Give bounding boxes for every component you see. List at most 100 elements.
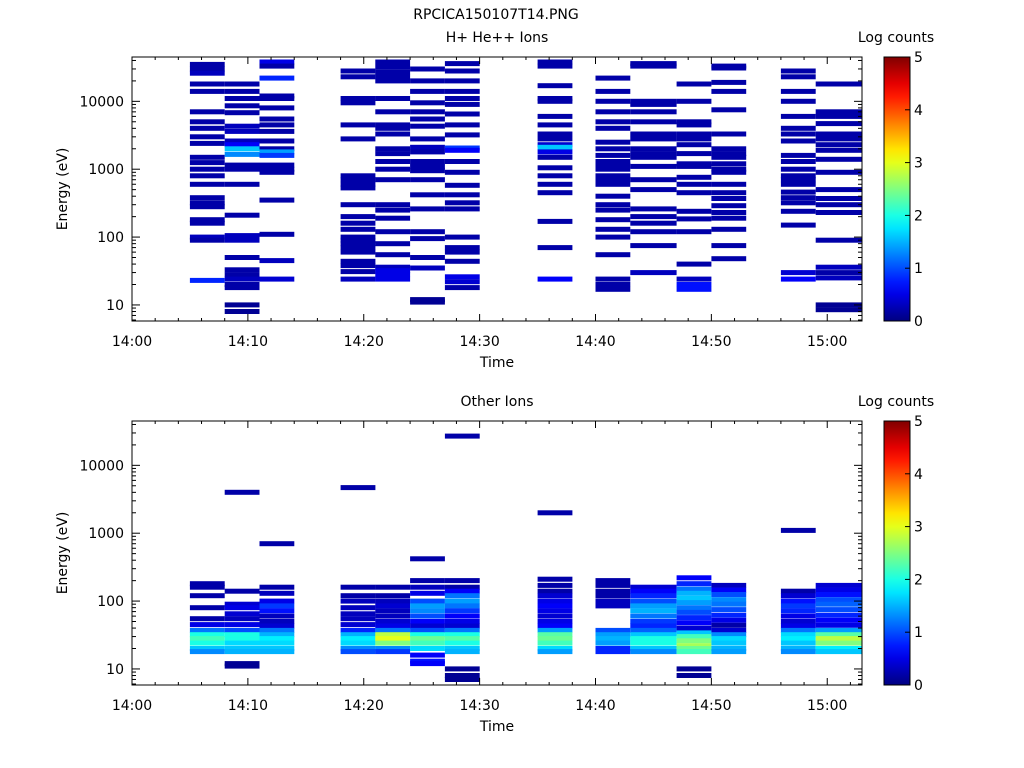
heatmap-cell: [780, 649, 816, 655]
heatmap-cell: [780, 138, 816, 144]
heatmap-cell: [780, 623, 816, 629]
heatmap-cell: [375, 649, 411, 655]
heatmap-cell: [676, 208, 712, 214]
heatmap-cell: [676, 595, 712, 601]
heatmap-cell: [780, 181, 816, 187]
heatmap-cell: [595, 119, 631, 125]
heatmap-cell: [676, 81, 712, 87]
heatmap-cell: [340, 263, 376, 269]
heatmap-cell: [537, 190, 573, 196]
heatmap-cell: [189, 109, 225, 115]
heatmap-cell: [676, 286, 712, 292]
heatmap-cell: [375, 640, 411, 646]
heatmap-cell: [711, 587, 747, 593]
heatmap-cell: [375, 78, 411, 84]
heatmap-cell: [224, 649, 260, 655]
heatmap-cell: [340, 220, 376, 226]
heatmap-cell: [780, 98, 816, 104]
heatmap-cell: [259, 603, 295, 609]
heatmap-cell: [444, 598, 480, 604]
heatmap-cell: [224, 282, 260, 287]
heatmap-cell: [189, 195, 225, 201]
heatmap-cell: [630, 109, 677, 115]
heatmap-cell: [444, 608, 480, 614]
heatmap-cell: [630, 632, 677, 638]
heatmap-cell: [410, 78, 445, 84]
heatmap-cell: [676, 119, 712, 125]
heatmap-cell: [410, 627, 445, 633]
heatmap-cell: [375, 646, 411, 651]
heatmap-cell: [375, 272, 411, 278]
heatmap-cell: [780, 276, 816, 282]
heatmap-cell: [630, 154, 677, 160]
heatmap-cell: [711, 627, 747, 633]
heatmap-cell: [815, 81, 862, 87]
heatmap-cell: [815, 607, 862, 613]
heatmap-cell: [537, 632, 573, 638]
heatmap-cell: [340, 74, 376, 80]
heatmap-cell: [375, 69, 411, 75]
heatmap-cell: [340, 611, 376, 617]
x-axis-title: Time: [479, 719, 514, 735]
heatmap-cell: [711, 636, 747, 642]
heatmap-cell: [224, 233, 260, 239]
heatmap-cell: [189, 605, 225, 611]
heatmap-cell: [595, 173, 631, 179]
heatmap-cell: [595, 202, 631, 208]
heatmap-cell: [537, 276, 573, 282]
heatmap-cell: [444, 159, 480, 164]
x-tick-label: 14:30: [459, 334, 499, 350]
heatmap-cell: [595, 152, 631, 158]
heatmap-cell: [224, 146, 260, 152]
heatmap-cell: [630, 613, 677, 619]
heatmap-cell: [444, 96, 480, 101]
heatmap-cell: [537, 136, 573, 142]
heatmap-cell: [780, 640, 816, 646]
y-tick-label: 1000: [88, 526, 124, 542]
y-tick-label: 10: [106, 662, 124, 678]
colorbar: [883, 420, 911, 686]
heatmap-cell: [259, 166, 295, 172]
heatmap-cell: [259, 646, 295, 651]
heatmap-cell: [595, 139, 631, 145]
heatmap-cell: [375, 264, 411, 270]
heatmap-cell: [224, 128, 260, 134]
heatmap-cell: [259, 122, 295, 128]
heatmap-cell: [189, 154, 225, 160]
heatmap-cell: [410, 640, 445, 646]
heatmap-cell: [537, 646, 573, 651]
heatmap-cell: [711, 146, 747, 152]
heatmap-cell: [444, 279, 480, 285]
heatmap-cell: [676, 590, 712, 596]
heatmap-cell: [815, 136, 862, 142]
heatmap-cell: [595, 207, 631, 213]
heatmap-cell: [815, 640, 862, 646]
heatmap-cell: [537, 144, 573, 150]
heatmap-cell: [676, 216, 712, 222]
heatmap-cell: [595, 75, 631, 81]
heatmap-cell: [259, 231, 295, 237]
heatmap-cell: [259, 627, 295, 633]
heatmap-cell: [410, 123, 445, 129]
heatmap-cell: [340, 598, 376, 604]
heatmap-cell: [676, 174, 712, 180]
heatmap-cell: [676, 229, 712, 235]
heatmap-cell: [224, 285, 260, 291]
heatmap-cell: [595, 276, 631, 282]
heatmap-cell: [259, 541, 295, 547]
heatmap-cell: [815, 275, 862, 281]
heatmap-cell: [676, 586, 712, 592]
heatmap-cell: [537, 582, 573, 588]
heatmap-cell: [444, 640, 480, 646]
heatmap-cell: [340, 100, 376, 106]
heatmap-cell: [340, 649, 376, 655]
heatmap-cell: [595, 640, 631, 646]
heatmap-cell: [711, 622, 747, 628]
heatmap-cell: [676, 673, 712, 678]
heatmap-cell: [711, 601, 747, 607]
heatmap-cell: [630, 214, 677, 220]
x-tick-label: 14:50: [691, 698, 731, 714]
colorbar: [883, 56, 911, 322]
heatmap-cell: [189, 277, 225, 283]
heatmap-cell: [410, 265, 445, 271]
